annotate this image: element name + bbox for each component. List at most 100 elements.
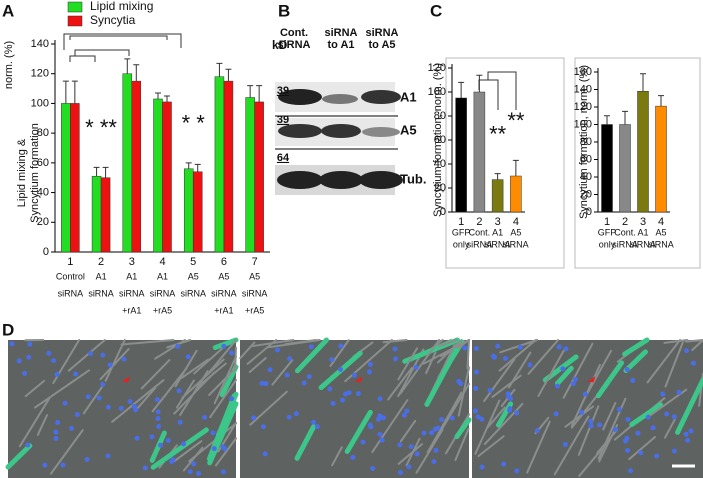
cell <box>150 427 209 470</box>
nucleus <box>688 428 694 434</box>
nucleus <box>346 390 352 396</box>
cell <box>33 369 91 409</box>
cell <box>582 349 613 402</box>
error-bar <box>71 80 78 104</box>
error-bar <box>512 159 519 176</box>
x-tick-label: 6 <box>221 256 227 268</box>
y-tick-label: 100 <box>31 97 49 109</box>
x-sublabel: siRNA <box>503 239 529 249</box>
nucleus <box>259 380 265 386</box>
error-bar <box>622 110 628 125</box>
bar <box>61 103 71 253</box>
cell <box>629 402 664 427</box>
cell <box>329 339 350 367</box>
x-sublabel: A1 <box>96 271 107 281</box>
protein-label: A5 <box>400 122 417 137</box>
nucleus <box>514 468 520 474</box>
cell <box>5 443 33 470</box>
cell <box>104 339 126 382</box>
y-tick-label: 40 <box>434 158 446 170</box>
nucleus <box>327 386 333 392</box>
size-marker: 64 <box>277 152 290 164</box>
panel-letter: C <box>430 1 442 20</box>
panel-letter: B <box>278 1 290 20</box>
nucleus <box>105 453 111 459</box>
nucleus <box>27 341 33 347</box>
cell <box>209 379 237 419</box>
nucleus <box>156 424 162 430</box>
y-tick-label: 60 <box>580 153 592 165</box>
band <box>319 171 363 189</box>
error-bar <box>476 74 483 92</box>
nucleus <box>517 344 523 350</box>
cell <box>527 339 560 375</box>
nucleus <box>149 434 155 440</box>
cell <box>140 359 171 390</box>
western-blot <box>275 82 403 195</box>
bar <box>183 168 194 253</box>
nucleus <box>654 453 660 459</box>
nucleus <box>107 362 113 368</box>
nucleus <box>134 435 140 441</box>
nucleus <box>393 356 399 362</box>
y-tick-label: 20 <box>580 188 592 200</box>
nucleus <box>185 354 191 360</box>
x-sublabel: siRNA <box>180 288 206 298</box>
bar <box>637 91 649 213</box>
nucleus <box>170 457 176 463</box>
x-tick-label: 1 <box>458 216 464 228</box>
x-tick-label: 3 <box>129 256 135 268</box>
bar <box>91 175 102 253</box>
nucleus <box>22 370 28 376</box>
chart-frame <box>445 57 565 269</box>
error-bar <box>604 115 610 125</box>
nucleus <box>579 409 585 415</box>
nucleus <box>301 380 307 386</box>
significance: ** <box>489 121 507 146</box>
cell <box>219 364 239 398</box>
nucleus <box>84 457 90 463</box>
nucleus <box>624 367 630 373</box>
x-sublabel: A5 <box>218 271 229 281</box>
bar <box>122 73 133 253</box>
nucleus <box>671 448 677 454</box>
nucleus <box>69 425 75 431</box>
x-tick-label: 1 <box>604 216 610 228</box>
protein-label: Tub. <box>400 171 426 186</box>
error-bar <box>216 62 223 77</box>
legend-label: Syncytia <box>90 13 136 27</box>
cell <box>267 339 321 349</box>
nucleus <box>502 355 508 361</box>
nucleus <box>251 415 257 421</box>
nucleus <box>267 367 273 373</box>
nucleus <box>46 350 52 356</box>
nucleus <box>495 343 501 349</box>
cell <box>271 359 294 386</box>
nucleus <box>514 410 520 416</box>
error-bar <box>194 163 201 172</box>
cell <box>537 347 566 397</box>
nucleus <box>26 354 32 360</box>
nucleus <box>191 461 197 467</box>
nucleus <box>350 454 356 460</box>
band <box>361 90 401 104</box>
band <box>278 89 322 105</box>
nucleus <box>406 464 412 470</box>
x-sublabel: siRNA <box>467 239 493 249</box>
nucleus <box>284 372 290 378</box>
nucleus <box>175 343 181 349</box>
nucleus <box>625 416 631 422</box>
nucleus <box>506 393 512 399</box>
bar <box>162 101 172 253</box>
y-tick-label: 100 <box>574 118 592 130</box>
nucleus <box>42 462 48 468</box>
cell <box>371 399 409 454</box>
nucleus <box>392 346 398 352</box>
x-sublabel: A1 <box>492 227 503 237</box>
arrow <box>587 376 596 383</box>
cell <box>67 339 106 372</box>
bar <box>245 97 255 253</box>
cell <box>397 443 423 465</box>
y-tick-label: 0 <box>43 246 49 258</box>
cell <box>149 430 167 463</box>
